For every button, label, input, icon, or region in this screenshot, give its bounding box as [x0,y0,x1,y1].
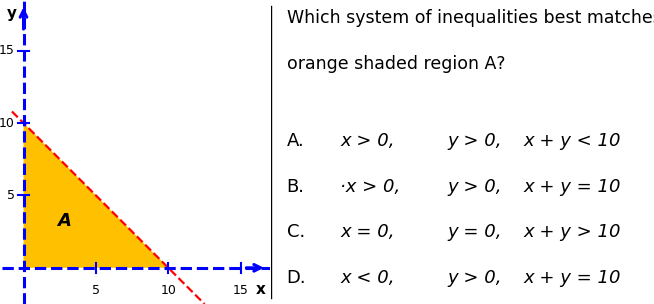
Polygon shape [24,123,168,268]
Text: 5: 5 [92,284,100,297]
Text: x + y < 10: x + y < 10 [524,132,621,150]
Text: B.: B. [286,178,305,196]
Text: 5: 5 [7,189,15,202]
Text: x: x [256,282,266,297]
Text: x < 0,: x < 0, [340,269,395,287]
Text: y > 0,: y > 0, [447,132,502,150]
Text: x + y > 10: x + y > 10 [524,223,621,241]
Text: y = 0,: y = 0, [447,223,502,241]
Text: A: A [57,212,71,230]
Text: 10: 10 [160,284,176,297]
Text: y > 0,: y > 0, [447,269,502,287]
Text: C.: C. [286,223,305,241]
Text: x = 0,: x = 0, [340,223,395,241]
Text: x + y = 10: x + y = 10 [524,178,621,196]
Text: y: y [7,5,17,21]
Text: ·x > 0,: ·x > 0, [340,178,400,196]
Text: orange shaded region A?: orange shaded region A? [286,55,505,73]
Text: x + y = 10: x + y = 10 [524,269,621,287]
Text: 15: 15 [233,284,249,297]
Text: y > 0,: y > 0, [447,178,502,196]
Text: 15: 15 [0,44,15,57]
Text: D.: D. [286,269,306,287]
Text: A.: A. [286,132,305,150]
Text: 10: 10 [0,116,15,130]
Text: Which system of inequalities best matches  the: Which system of inequalities best matche… [286,9,654,27]
Text: x > 0,: x > 0, [340,132,395,150]
